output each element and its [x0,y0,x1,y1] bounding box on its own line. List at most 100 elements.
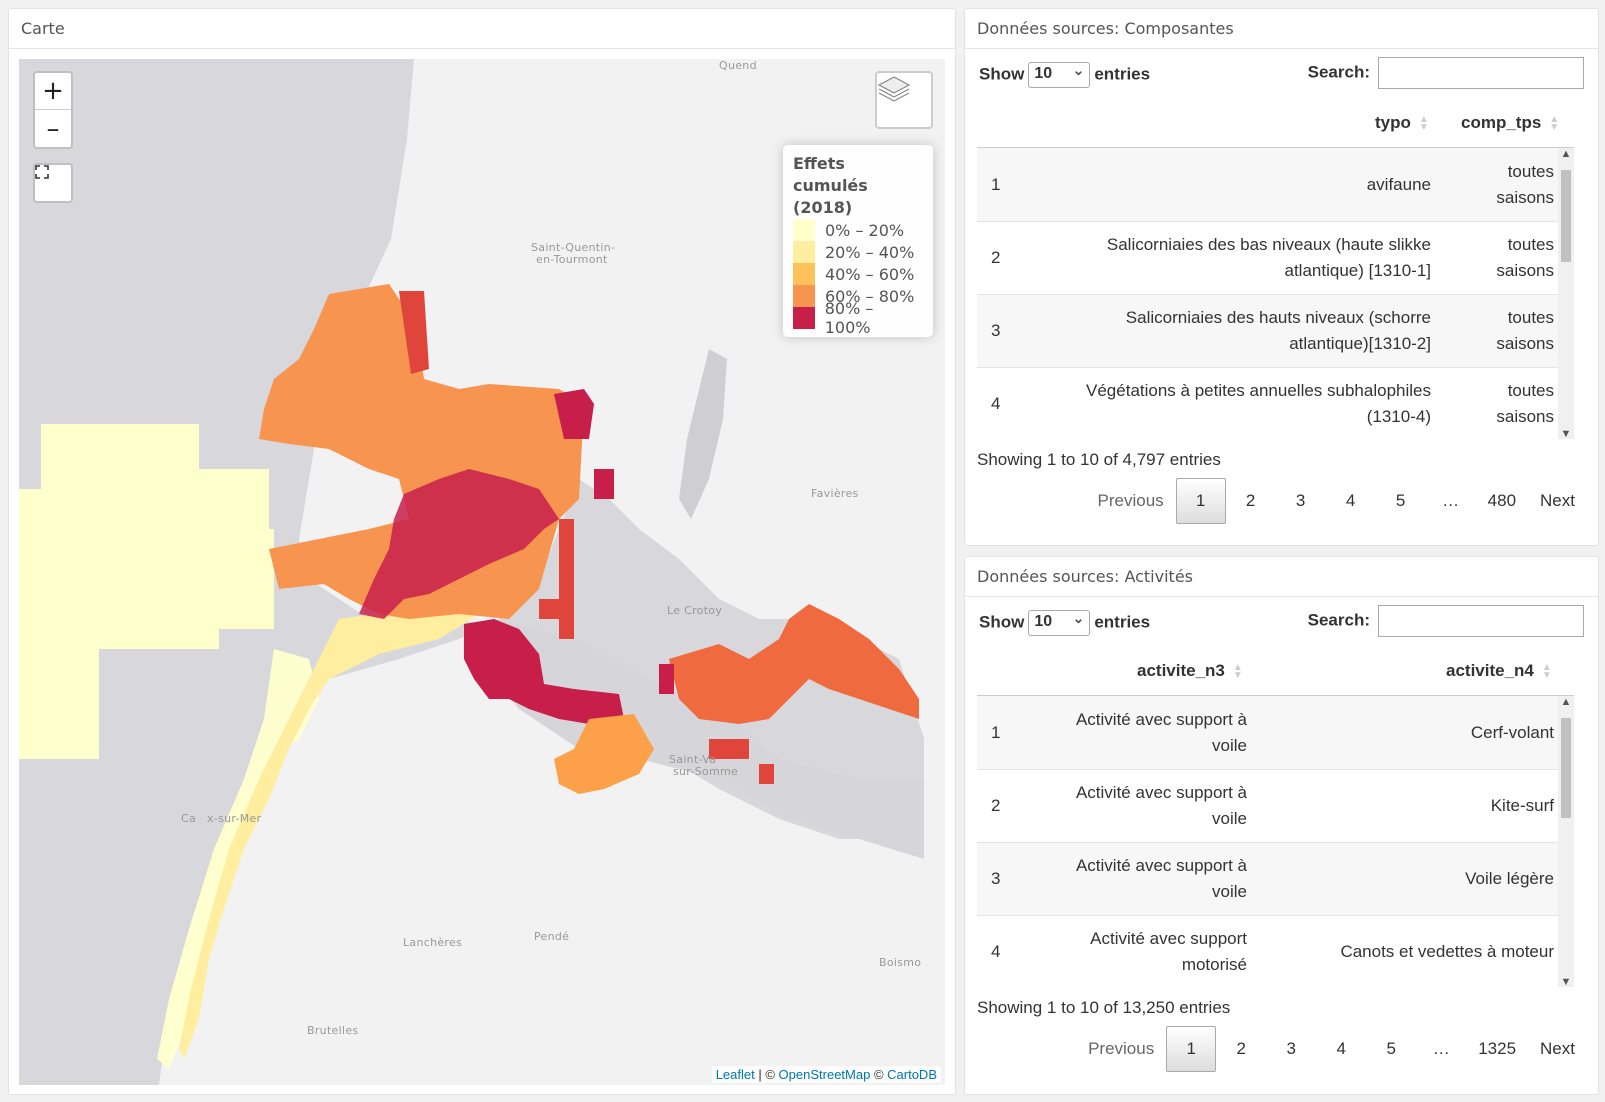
legend-title: Effets cumulés (2018) [793,154,868,217]
table-row[interactable]: 2 Salicorniaies des bas niveaux (haute s… [977,222,1566,295]
map-panel-title: Carte [9,9,955,49]
cell-activite-n3: Activité avec support à voile [1075,783,1247,828]
cell-activite-n4: Kite-surf [1490,796,1554,815]
town-label: Saint-Quentin- [531,241,616,254]
table-row[interactable]: 1 avifaune toutes saisons [977,148,1566,222]
column-header-activite-n3[interactable]: activite_n3 ▲ ▼ [1137,661,1243,681]
cell-comp-tps: toutes saisons [1496,235,1554,280]
row-index: 4 [991,942,1001,961]
fullscreen-button[interactable] [33,163,73,203]
table-row[interactable]: 4 Végétations à petites annuelles subhal… [977,368,1566,439]
sort-icon: ▲ ▼ [1541,661,1552,681]
row-index: 3 [991,869,1001,888]
cell-comp-tps: toutes saisons [1496,161,1554,207]
cartodb-link[interactable]: CartoDB [887,1067,937,1082]
zone-20-40-coast [179,604,479,1059]
table-scrollbar[interactable]: ▲ ▼ [1558,148,1574,439]
pagination-page[interactable]: 5 [1386,1039,1396,1058]
map-legend: Effets cumulés (2018) 0% – 20% 20% – 40%… [783,145,933,337]
sort-icon: ▲ ▼ [1549,113,1560,133]
cell-activite-n3: Activité avec support à voile [1075,856,1247,901]
scroll-up-icon[interactable]: ▲ [1560,148,1572,160]
legend-item: 0% – 20% [793,219,923,241]
scroll-thumb[interactable] [1561,170,1571,262]
entries-select[interactable]: 10 [1028,62,1091,88]
zone-0-20-west [19,424,274,759]
zone-80-100-estuary [464,619,624,724]
pagination-next[interactable]: Next [1540,491,1575,510]
cell-typo: Salicorniaies des hauts niveaux (schorre… [1125,308,1431,353]
legend-label: 0% – 20% [825,220,905,240]
table-row[interactable]: 3 Salicorniaies des hauts niveaux (schor… [977,295,1566,368]
cell-comp-tps: toutes saisons [1496,381,1554,426]
sort-icon: ▲ ▼ [1418,113,1429,133]
pagination-page[interactable]: 2 [1245,491,1256,510]
pagination-page[interactable]: 1325 [1478,1039,1517,1058]
pagination-next[interactable]: Next [1540,1039,1575,1058]
row-index: 1 [991,174,1001,194]
scroll-thumb[interactable] [1561,718,1571,818]
entries-label: entries [1094,612,1151,632]
zone-80-100-ne [554,389,594,439]
town-label: Le Crotoy [667,604,723,617]
scroll-down-icon[interactable]: ▼ [1560,976,1572,987]
pagination-previous[interactable]: Previous [1097,491,1164,510]
scroll-up-icon[interactable]: ▲ [1560,696,1572,708]
column-header-label: activite_n4 [1446,661,1534,680]
cell-activite-n4: Voile légère [1465,869,1554,888]
zoom-out-button[interactable]: – [46,113,60,144]
town-label: Brutelles [307,1024,359,1037]
search-input[interactable] [1378,57,1584,89]
osm-link[interactable]: OpenStreetMap [778,1067,871,1082]
cell-activite-n3: Activité avec support à voile [1075,709,1247,755]
cell-activite-n4: Cerf-volant [1470,722,1554,742]
entries-label: entries [1094,64,1151,84]
cell-typo: Salicorniaies des bas niveaux (haute sli… [1106,235,1431,280]
table-row[interactable]: 2 Activité avec support à voile Kite-sur… [977,770,1566,843]
town-label: Favières [811,487,859,500]
table-info: Showing 1 to 10 of 13,250 entries [977,998,1231,1017]
town-label: Saint-Va [669,753,717,766]
scroll-down-icon[interactable]: ▼ [1560,428,1572,439]
layers-icon [877,76,911,102]
map[interactable]: Quend Saint-Quentin- en-Tourmont Favière… [19,59,945,1085]
column-header-activite-n4[interactable]: activite_n4 ▲ ▼ [1446,661,1552,681]
attribution-separator: | © [754,1067,779,1082]
legend-swatch [793,263,815,285]
town-label: x-sur-Mer [207,812,262,825]
pagination-page[interactable]: 1 [1175,478,1226,524]
column-header-label: comp_tps [1461,113,1542,132]
pagination-previous[interactable]: Previous [1088,1039,1155,1058]
pagination-page[interactable]: 480 [1487,491,1517,510]
entries-select[interactable]: 10 [1028,610,1091,636]
row-index: 3 [991,321,1001,340]
search-control: Search: [1308,605,1584,637]
activites-panel: Données sources: Activités Show10entries… [964,556,1599,1095]
pagination: Previous 1 2 3 4 5 … 480 Next [977,477,1587,525]
composantes-panel: Données sources: Composantes Show10entri… [964,8,1599,546]
pagination-page[interactable]: 4 [1345,491,1356,510]
search-input[interactable] [1378,605,1584,637]
pagination-page[interactable]: 2 [1236,1039,1246,1058]
leaflet-link[interactable]: Leaflet [715,1067,755,1082]
town-label: Boismo [879,956,922,969]
table-row[interactable]: 4 Activité avec support motorisé Canots … [977,916,1566,987]
pagination-page[interactable]: 4 [1336,1039,1346,1058]
legend-swatch [793,307,815,329]
pagination-page[interactable]: 3 [1295,491,1306,510]
zoom-in-button[interactable]: + [35,73,71,110]
column-header-comp-tps[interactable]: comp_tps ▲ ▼ [1461,113,1559,133]
activites-title: Données sources: Activités [965,557,1598,597]
layers-button[interactable] [875,71,933,129]
pagination-ellipsis: … [1432,1039,1450,1058]
pagination-page[interactable]: 5 [1395,491,1406,510]
legend-swatch [793,219,815,241]
column-header-typo[interactable]: typo ▲ ▼ [1375,113,1429,133]
zone-80-100-n [399,291,429,374]
pagination-page[interactable]: 1 [1166,1026,1217,1072]
table-row[interactable]: 1 Activité avec support à voile Cerf-vol… [977,696,1566,770]
table-row[interactable]: 3 Activité avec support à voile Voile lé… [977,843,1566,916]
length-control: Show10entries [979,62,1150,88]
pagination-page[interactable]: 3 [1286,1039,1296,1058]
table-scrollbar[interactable]: ▲ ▼ [1558,696,1574,987]
